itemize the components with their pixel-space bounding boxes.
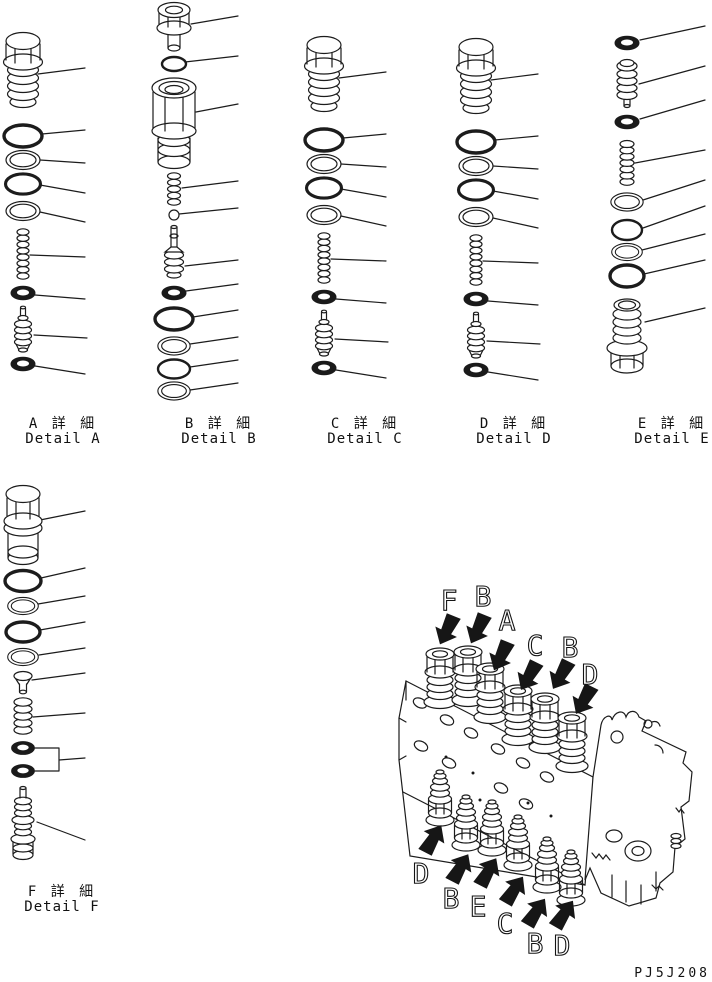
- poppet: [13, 670, 33, 695]
- seal-washer: [614, 35, 640, 51]
- valve-position-label: B: [475, 580, 492, 613]
- needle-valve: [163, 224, 185, 279]
- detail-c-assembly: [305, 37, 389, 379]
- backup-ring: [611, 242, 643, 262]
- threaded-plunger: [616, 58, 638, 109]
- detail-b-label-en: Detail B: [181, 431, 256, 447]
- detail-b-label-jp: B 詳 細: [185, 416, 253, 432]
- flow-arrow-icon: [460, 609, 496, 649]
- backup-ring: [157, 381, 191, 401]
- valve-plug: [423, 647, 457, 710]
- detail-captions: A 詳 細 Detail A B 詳 細 Detail B C 詳 細 Deta…: [24, 416, 709, 915]
- valve-plug: [528, 692, 562, 755]
- backup-ring: [610, 192, 644, 212]
- valve-position-label: C: [527, 629, 544, 662]
- o-ring: [610, 218, 644, 242]
- valve-position-labels-top: F B A C B D: [440, 579, 599, 691]
- spring: [166, 172, 182, 206]
- spool-assembly: [10, 785, 36, 861]
- valve-position-label: D: [413, 857, 430, 890]
- o-ring: [153, 306, 195, 332]
- flow-arrow-icon: [517, 892, 555, 932]
- valve-position-label: D: [554, 929, 571, 962]
- detail-d-assembly: [457, 39, 541, 381]
- valve-position-label: B: [443, 882, 460, 915]
- detail-f-label-en: Detail F: [24, 899, 99, 915]
- detail-e-label-jp: E 詳 細: [638, 416, 706, 432]
- o-ring: [3, 568, 43, 594]
- hex-bolt: [156, 1, 192, 52]
- spring: [619, 139, 635, 186]
- sleeve-body: [151, 77, 197, 170]
- valve-plug: [501, 684, 535, 747]
- valve-position-label: B: [562, 631, 579, 664]
- seal-washer: [614, 114, 640, 130]
- valve-position-label: A: [499, 604, 516, 637]
- detail-a-label-en: Detail A: [25, 431, 100, 447]
- o-ring: [160, 55, 188, 73]
- backup-ring: [7, 596, 39, 616]
- seal-washer: [11, 741, 35, 755]
- detail-d-label-jp: D 詳 細: [480, 416, 548, 432]
- leader-lines: [178, 15, 239, 391]
- detail-f-label-jp: F 詳 細: [28, 884, 96, 900]
- leader-lines: [31, 510, 86, 841]
- detail-a-label-jp: A 詳 細: [29, 416, 97, 432]
- backup-ring: [7, 647, 39, 667]
- detail-e-label-en: Detail E: [634, 431, 709, 447]
- detail-f-assembly: [3, 484, 86, 861]
- leader-lines: [634, 25, 706, 323]
- valve-position-labels-bottom: D B E C B D: [412, 856, 571, 962]
- detail-d-label-en: Detail D: [476, 431, 551, 447]
- valve-cartridge-exploded: [4, 33, 88, 375]
- valve-position-label: D: [582, 658, 599, 691]
- port-holes: [412, 697, 555, 818]
- detail-a-assembly: [4, 33, 88, 375]
- hex-plug: [3, 484, 43, 566]
- valve-position-label: F: [441, 584, 458, 617]
- valve-position-label: E: [470, 890, 487, 923]
- valve-position-label: C: [497, 907, 514, 940]
- o-ring: [4, 620, 42, 644]
- valve-plug: [473, 662, 507, 725]
- o-ring: [608, 263, 646, 289]
- valve-plug: [555, 711, 589, 774]
- valve-cartridge-exploded: [457, 39, 541, 381]
- valve-cartridge-exploded: [305, 37, 389, 379]
- o-ring: [156, 358, 192, 380]
- seal-washer: [161, 285, 187, 301]
- steel-ball: [168, 209, 180, 221]
- detail-c-label-jp: C 詳 細: [331, 416, 399, 432]
- detail-b-assembly: [151, 1, 239, 401]
- detail-e-assembly: [606, 25, 706, 374]
- end-housing: [584, 710, 693, 907]
- detail-c-label-en: Detail C: [327, 431, 402, 447]
- control-valve-block: F B A C B D D B E C B D: [398, 579, 693, 963]
- drawing-code: PJ5J208: [634, 966, 710, 981]
- valve-body: [606, 298, 648, 374]
- seal-washer: [11, 764, 35, 778]
- valve-position-label: B: [527, 927, 544, 960]
- backup-ring: [157, 336, 191, 356]
- spring: [13, 697, 33, 735]
